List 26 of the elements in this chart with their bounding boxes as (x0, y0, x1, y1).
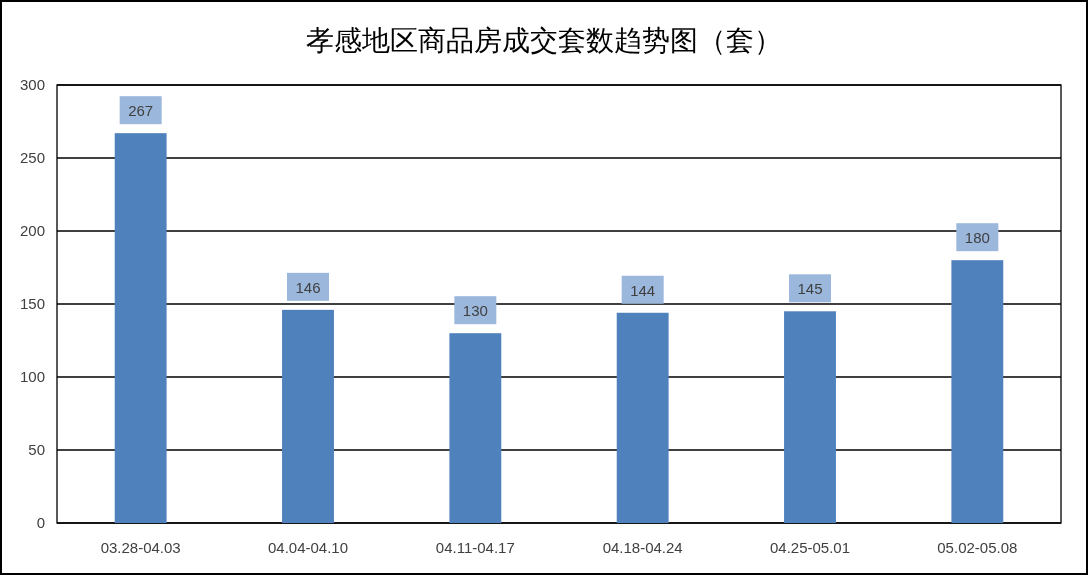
y-tick-label: 200 (19, 222, 45, 239)
data-label: 130 (462, 302, 488, 320)
x-tick-label: 04.25-05.01 (769, 539, 851, 556)
x-tick-label: 04.18-04.24 (602, 539, 683, 556)
bar (114, 133, 167, 523)
data-label: 146 (295, 278, 321, 296)
data-label: 144 (630, 281, 656, 299)
chart-title: 孝感地区商品房成交套数趋势图（套） (306, 25, 782, 56)
bar (449, 333, 502, 523)
bar (784, 311, 836, 523)
y-tick-label: 50 (28, 441, 45, 458)
y-tick-label: 0 (36, 514, 45, 531)
y-tick-label: 100 (19, 368, 45, 385)
x-tick-label: 04.04-04.10 (267, 539, 349, 556)
bar (951, 260, 1004, 523)
data-label: 145 (797, 280, 823, 298)
x-tick-label: 03.28-04.03 (100, 539, 181, 556)
y-tick-label: 300 (19, 76, 45, 93)
data-label: 267 (128, 102, 154, 120)
y-tick-label: 250 (19, 149, 45, 166)
bar (282, 309, 334, 523)
y-tick-label: 150 (19, 295, 45, 312)
data-label: 180 (964, 229, 990, 247)
bar (616, 312, 669, 523)
x-tick-label: 04.11-04.17 (435, 539, 515, 556)
x-tick-label: 05.02-05.08 (937, 539, 1018, 556)
